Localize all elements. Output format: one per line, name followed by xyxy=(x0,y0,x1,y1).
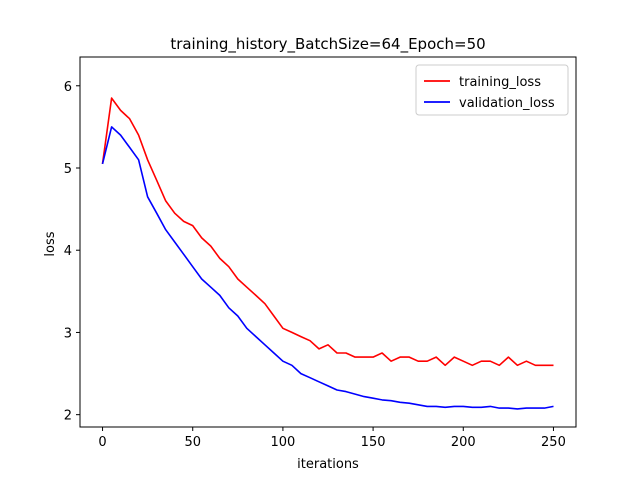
chart-title: training_history_BatchSize=64_Epoch=50 xyxy=(170,35,485,54)
x-tick-label: 200 xyxy=(451,435,476,450)
x-tick-label: 150 xyxy=(361,435,386,450)
legend-label-validation-loss: validation_loss xyxy=(459,96,555,111)
x-tick-label: 250 xyxy=(541,435,566,450)
y-axis-label: loss xyxy=(43,231,58,256)
legend-label-training-loss: training_loss xyxy=(459,75,541,90)
y-tick-label: 2 xyxy=(64,409,72,424)
y-tick-label: 6 xyxy=(64,80,72,95)
plot-area xyxy=(79,56,577,428)
legend-box xyxy=(415,64,569,116)
series-line-validation-loss xyxy=(101,126,554,410)
x-axis-label: iterations xyxy=(297,457,359,472)
y-tick-label: 3 xyxy=(64,326,72,341)
series-line-training-loss xyxy=(101,97,554,367)
axes-frame xyxy=(79,56,577,428)
y-axis: 2 3 4 5 6 xyxy=(64,80,80,424)
y-tick-label: 4 xyxy=(64,244,72,259)
x-tick-label: 100 xyxy=(270,435,295,450)
y-tick-label: 5 xyxy=(64,162,72,177)
x-axis: 0 50 100 150 200 250 xyxy=(98,427,566,450)
legend: training_loss validation_loss xyxy=(415,64,569,116)
x-tick-label: 50 xyxy=(184,435,201,450)
x-tick-label: 0 xyxy=(98,435,106,450)
